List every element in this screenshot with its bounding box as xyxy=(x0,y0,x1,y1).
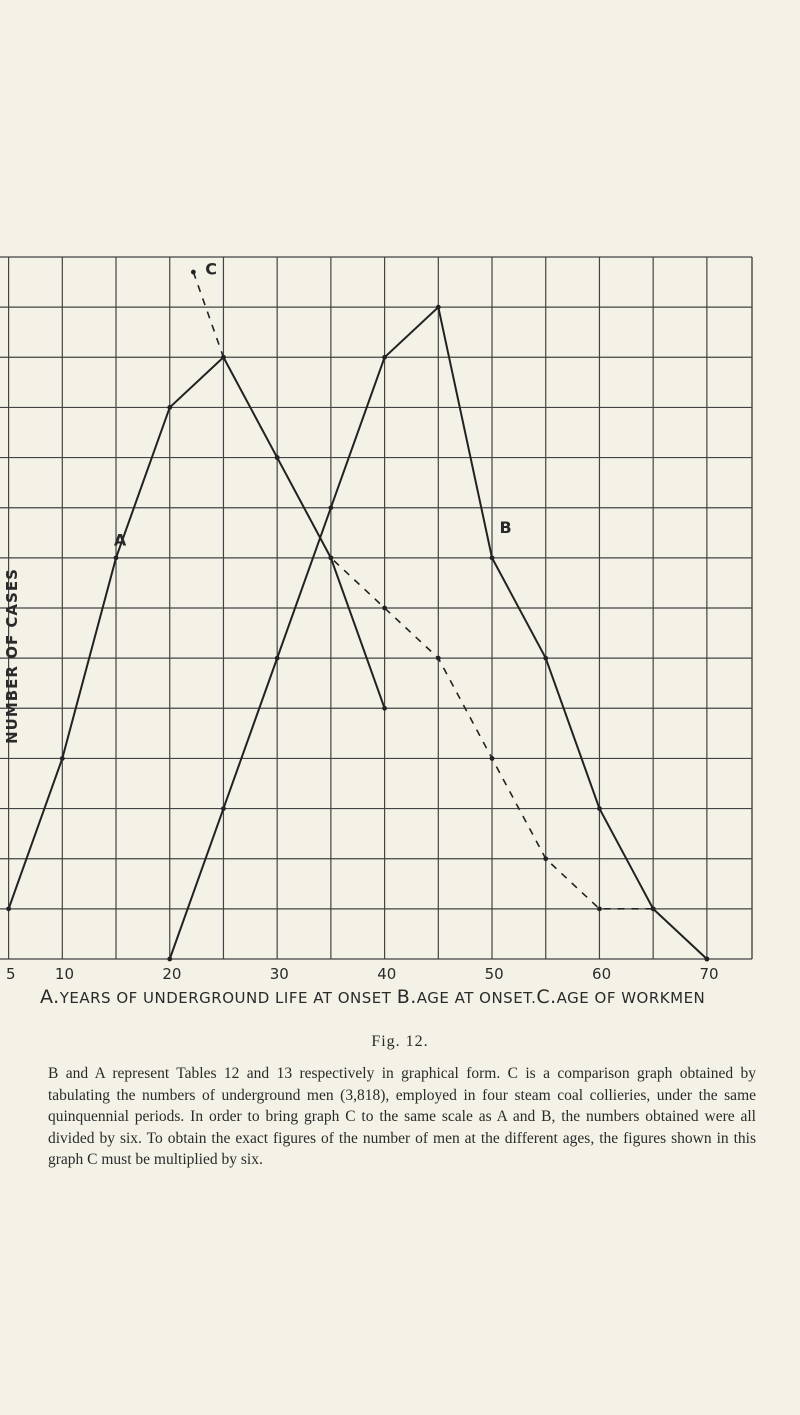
x-tick-label: 20 xyxy=(162,965,181,983)
series-a-point xyxy=(167,405,173,410)
x-tick-label: 70 xyxy=(699,965,718,983)
series-c-point xyxy=(435,655,441,661)
series-c-point xyxy=(597,906,602,912)
series-c-point xyxy=(543,856,549,862)
series-lines: A B C xyxy=(6,260,710,962)
x-axis-label: A.YEARS OF UNDERGROUND LIFE AT ONSET B.A… xyxy=(40,986,760,1008)
series-b-label: B xyxy=(500,518,512,537)
series-c-point xyxy=(221,354,226,360)
series-c-label: C xyxy=(205,260,217,279)
series-a-line xyxy=(7,355,386,910)
y-axis-label: NUMBER OF CASES xyxy=(3,568,21,744)
series-b-point xyxy=(167,956,173,962)
figure-description: B and A represent Tables 12 and 13 respe… xyxy=(48,1065,756,1168)
series-c-point xyxy=(650,906,656,912)
x-tick-label: 60 xyxy=(592,965,611,983)
series-b-point xyxy=(221,806,226,811)
series-a-label: A xyxy=(114,530,127,549)
x-label-letter: B. xyxy=(396,986,417,1008)
x-tick-label: 10 xyxy=(55,965,74,983)
series-b-point xyxy=(382,354,387,360)
series-b-point xyxy=(274,655,280,661)
series-c-point xyxy=(489,756,495,761)
series-b-point xyxy=(328,505,334,511)
x-tick-labels: 5 10 20 30 40 50 60 70 xyxy=(6,965,719,983)
x-tick-label: 5 xyxy=(6,965,16,983)
x-label-text: AGE AT ONSET. xyxy=(416,989,537,1007)
series-c-point xyxy=(190,269,196,275)
series-c-point xyxy=(274,455,280,460)
series-a-point xyxy=(382,705,387,711)
x-label-letter: A. xyxy=(40,986,60,1008)
series-c-point xyxy=(328,555,334,561)
series-b-point xyxy=(435,304,441,310)
series-c-point xyxy=(382,605,387,611)
x-tick-label: 30 xyxy=(270,965,289,983)
x-tick-label: 40 xyxy=(377,965,396,983)
series-b-point xyxy=(597,806,602,811)
series-b-point xyxy=(489,555,495,561)
chart: A B C 5 10 20 30 40 50 60 70 NUMBER OF CASES xyxy=(0,256,753,983)
x-label-text: YEARS OF UNDERGROUND LIFE AT ONSET xyxy=(59,989,397,1007)
series-a-point xyxy=(6,906,11,912)
series-c-point xyxy=(704,956,710,962)
x-label-letter: C. xyxy=(536,986,557,1008)
series-b-point xyxy=(543,655,549,661)
figure-caption: Fig. 12. xyxy=(371,1033,429,1050)
series-a-point xyxy=(113,555,119,561)
series-c-line xyxy=(192,271,708,960)
series-a-point xyxy=(59,756,65,761)
x-label-text: AGE OF WORKMEN xyxy=(556,989,706,1007)
x-tick-label: 50 xyxy=(485,965,504,983)
grid xyxy=(0,256,753,960)
